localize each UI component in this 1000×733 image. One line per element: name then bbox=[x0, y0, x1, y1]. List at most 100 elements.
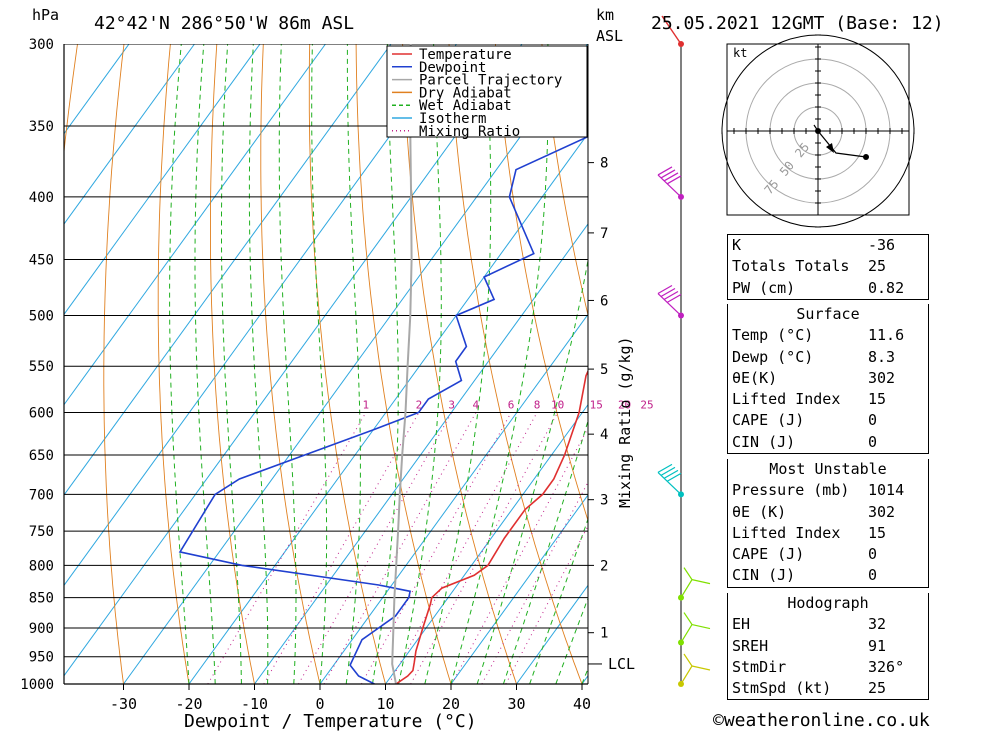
most-unstable-value: 1014 bbox=[868, 481, 905, 500]
most-unstable-value: 302 bbox=[868, 502, 896, 521]
temperature-tick-label: 10 bbox=[376, 695, 394, 713]
legend-label: Wet Adiabat bbox=[419, 98, 512, 114]
wind-barb bbox=[661, 15, 682, 45]
hodograph-table: Hodograph EH 32 SREH 91 StmDir 326° StmSpd (kt… bbox=[727, 593, 929, 701]
altitude-tick-label: 1 bbox=[600, 626, 608, 642]
surface-label: θE(K) bbox=[732, 368, 778, 387]
most-unstable-label: θE (K) bbox=[732, 502, 787, 521]
hodograph-stat-value: 25 bbox=[868, 679, 887, 698]
pressure-tick-label: 600 bbox=[29, 405, 54, 421]
index-row: Totals Totals 25 bbox=[728, 256, 928, 277]
index-label: PW (cm) bbox=[732, 278, 796, 297]
mixing-ratio-axis-title: Mixing Ratio (g/kg) bbox=[616, 336, 634, 508]
legend-label: Mixing Ratio bbox=[419, 124, 520, 140]
hodograph-stat-label: StmSpd (kt) bbox=[732, 679, 832, 698]
dry-adiabat-line bbox=[308, 44, 386, 684]
isotherm-line bbox=[385, 403, 588, 684]
most-unstable-label: CAPE (J) bbox=[732, 545, 805, 564]
hodograph-stat-value: 91 bbox=[868, 636, 887, 655]
mixing-ratio-line bbox=[298, 412, 453, 684]
dry-adiabat-line bbox=[355, 44, 452, 684]
pressure-tick-label: 800 bbox=[29, 558, 54, 574]
mixing-ratio-label: 1 bbox=[363, 398, 370, 411]
most-unstable-row: CIN (J) 0 bbox=[728, 565, 928, 586]
indices-table: K -36 Totals Totals 25 PW (cm) 0.82 bbox=[727, 234, 929, 300]
wind-barb bbox=[680, 612, 711, 643]
legend-label: Dewpoint bbox=[419, 60, 486, 76]
dewpoint-line bbox=[178, 135, 588, 684]
wind-barb bbox=[680, 653, 711, 685]
wet-adiabat-line bbox=[424, 44, 492, 684]
temperature-tick-label: 40 bbox=[573, 695, 591, 713]
surface-row: Dewp (°C) 8.3 bbox=[728, 347, 928, 368]
dry-adiabat-line bbox=[402, 44, 517, 684]
grid-lines bbox=[64, 44, 1000, 684]
pressure-tick-label: 750 bbox=[29, 524, 54, 540]
surface-row: Temp (°C) 11.6 bbox=[728, 325, 928, 346]
wind-barb bbox=[657, 285, 682, 316]
altitude-tick-label: 6 bbox=[600, 293, 608, 309]
hpa-label: hPa bbox=[32, 6, 59, 24]
isotherm-line bbox=[123, 44, 588, 684]
axes bbox=[63, 44, 602, 690]
most-unstable-value: 15 bbox=[868, 523, 887, 542]
pressure-tick-label: 300 bbox=[29, 37, 54, 53]
pressure-tick-label: 700 bbox=[29, 487, 54, 503]
hodograph-stat-value: 32 bbox=[868, 615, 887, 634]
km-label: km bbox=[596, 6, 614, 24]
surface-row: CAPE (J) 0 bbox=[728, 410, 928, 431]
index-label: K bbox=[732, 236, 742, 254]
asl-label: ASL bbox=[596, 27, 623, 45]
mixing-ratio-label: 25 bbox=[640, 398, 653, 411]
most-unstable-row: CAPE (J) 0 bbox=[728, 544, 928, 565]
wet-adiabat-line bbox=[450, 44, 549, 684]
wind-barbs bbox=[657, 15, 711, 687]
most-unstable-row: Pressure (mb) 1014 bbox=[728, 480, 928, 501]
pressure-tick-label: 550 bbox=[29, 359, 54, 375]
surface-value: 302 bbox=[868, 368, 896, 387]
mixing-ratio-label: 20 bbox=[618, 398, 631, 411]
mixing-ratio-line bbox=[323, 412, 477, 684]
isotherm-line bbox=[319, 313, 588, 684]
most-unstable-table: Most Unstable Pressure (mb) 1014 θE (K) 302… bbox=[727, 459, 929, 588]
surface-label: Dewp (°C) bbox=[732, 347, 814, 366]
series-lines bbox=[178, 44, 588, 684]
dry-adiabat-line bbox=[960, 44, 1000, 684]
mixing-ratio-label: 4 bbox=[473, 398, 480, 411]
mixing-ratio-label: 10 bbox=[551, 398, 564, 411]
dry-adiabat-line bbox=[103, 44, 125, 684]
location-title: 42°42'N 286°50'W 86m ASL bbox=[94, 13, 354, 34]
wet-adiabat-line bbox=[371, 44, 399, 684]
mixing-ratio-label: 2 bbox=[416, 398, 423, 411]
altitude-tick-label: 3 bbox=[600, 493, 608, 509]
dry-adiabat-line bbox=[210, 44, 255, 684]
isotherm-line bbox=[450, 494, 588, 684]
index-value: 25 bbox=[868, 257, 887, 276]
hodograph-unit: kt bbox=[733, 46, 747, 60]
most-unstable-row: θE (K) 302 bbox=[728, 502, 928, 523]
pressure-tick-label: 400 bbox=[29, 190, 54, 206]
pressure-tick-label: 350 bbox=[29, 119, 54, 135]
temperature-line bbox=[395, 369, 588, 684]
mixing-ratio-line bbox=[388, 412, 538, 684]
temperature-tick-label: -10 bbox=[241, 695, 268, 713]
wind-barb bbox=[680, 567, 711, 598]
surface-label: Lifted Index bbox=[732, 390, 841, 409]
datetime-title: 25.05.2021 12GMT (Base: 12) bbox=[651, 13, 944, 34]
footer-credit[interactable]: ©weatheronline.co.uk bbox=[713, 710, 930, 731]
hodograph-stat-value: 326° bbox=[868, 657, 905, 676]
surface-title: Surface bbox=[796, 305, 860, 323]
pressure-tick-label: 900 bbox=[29, 621, 54, 637]
temperature-tick-label: 30 bbox=[507, 695, 525, 713]
index-row: PW (cm) 0.82 bbox=[728, 278, 928, 299]
pressure-tick-label: 650 bbox=[29, 448, 54, 464]
hodograph-origin bbox=[815, 128, 821, 134]
surface-value: 0 bbox=[868, 432, 878, 451]
hodograph-stat-row: StmSpd (kt) 25 bbox=[728, 678, 928, 699]
most-unstable-value: 0 bbox=[868, 566, 878, 585]
pressure-tick-label: 500 bbox=[29, 309, 54, 325]
temperature-tick-label: -20 bbox=[175, 695, 202, 713]
index-label: Totals Totals bbox=[732, 257, 850, 276]
surface-value: 11.6 bbox=[868, 326, 905, 345]
